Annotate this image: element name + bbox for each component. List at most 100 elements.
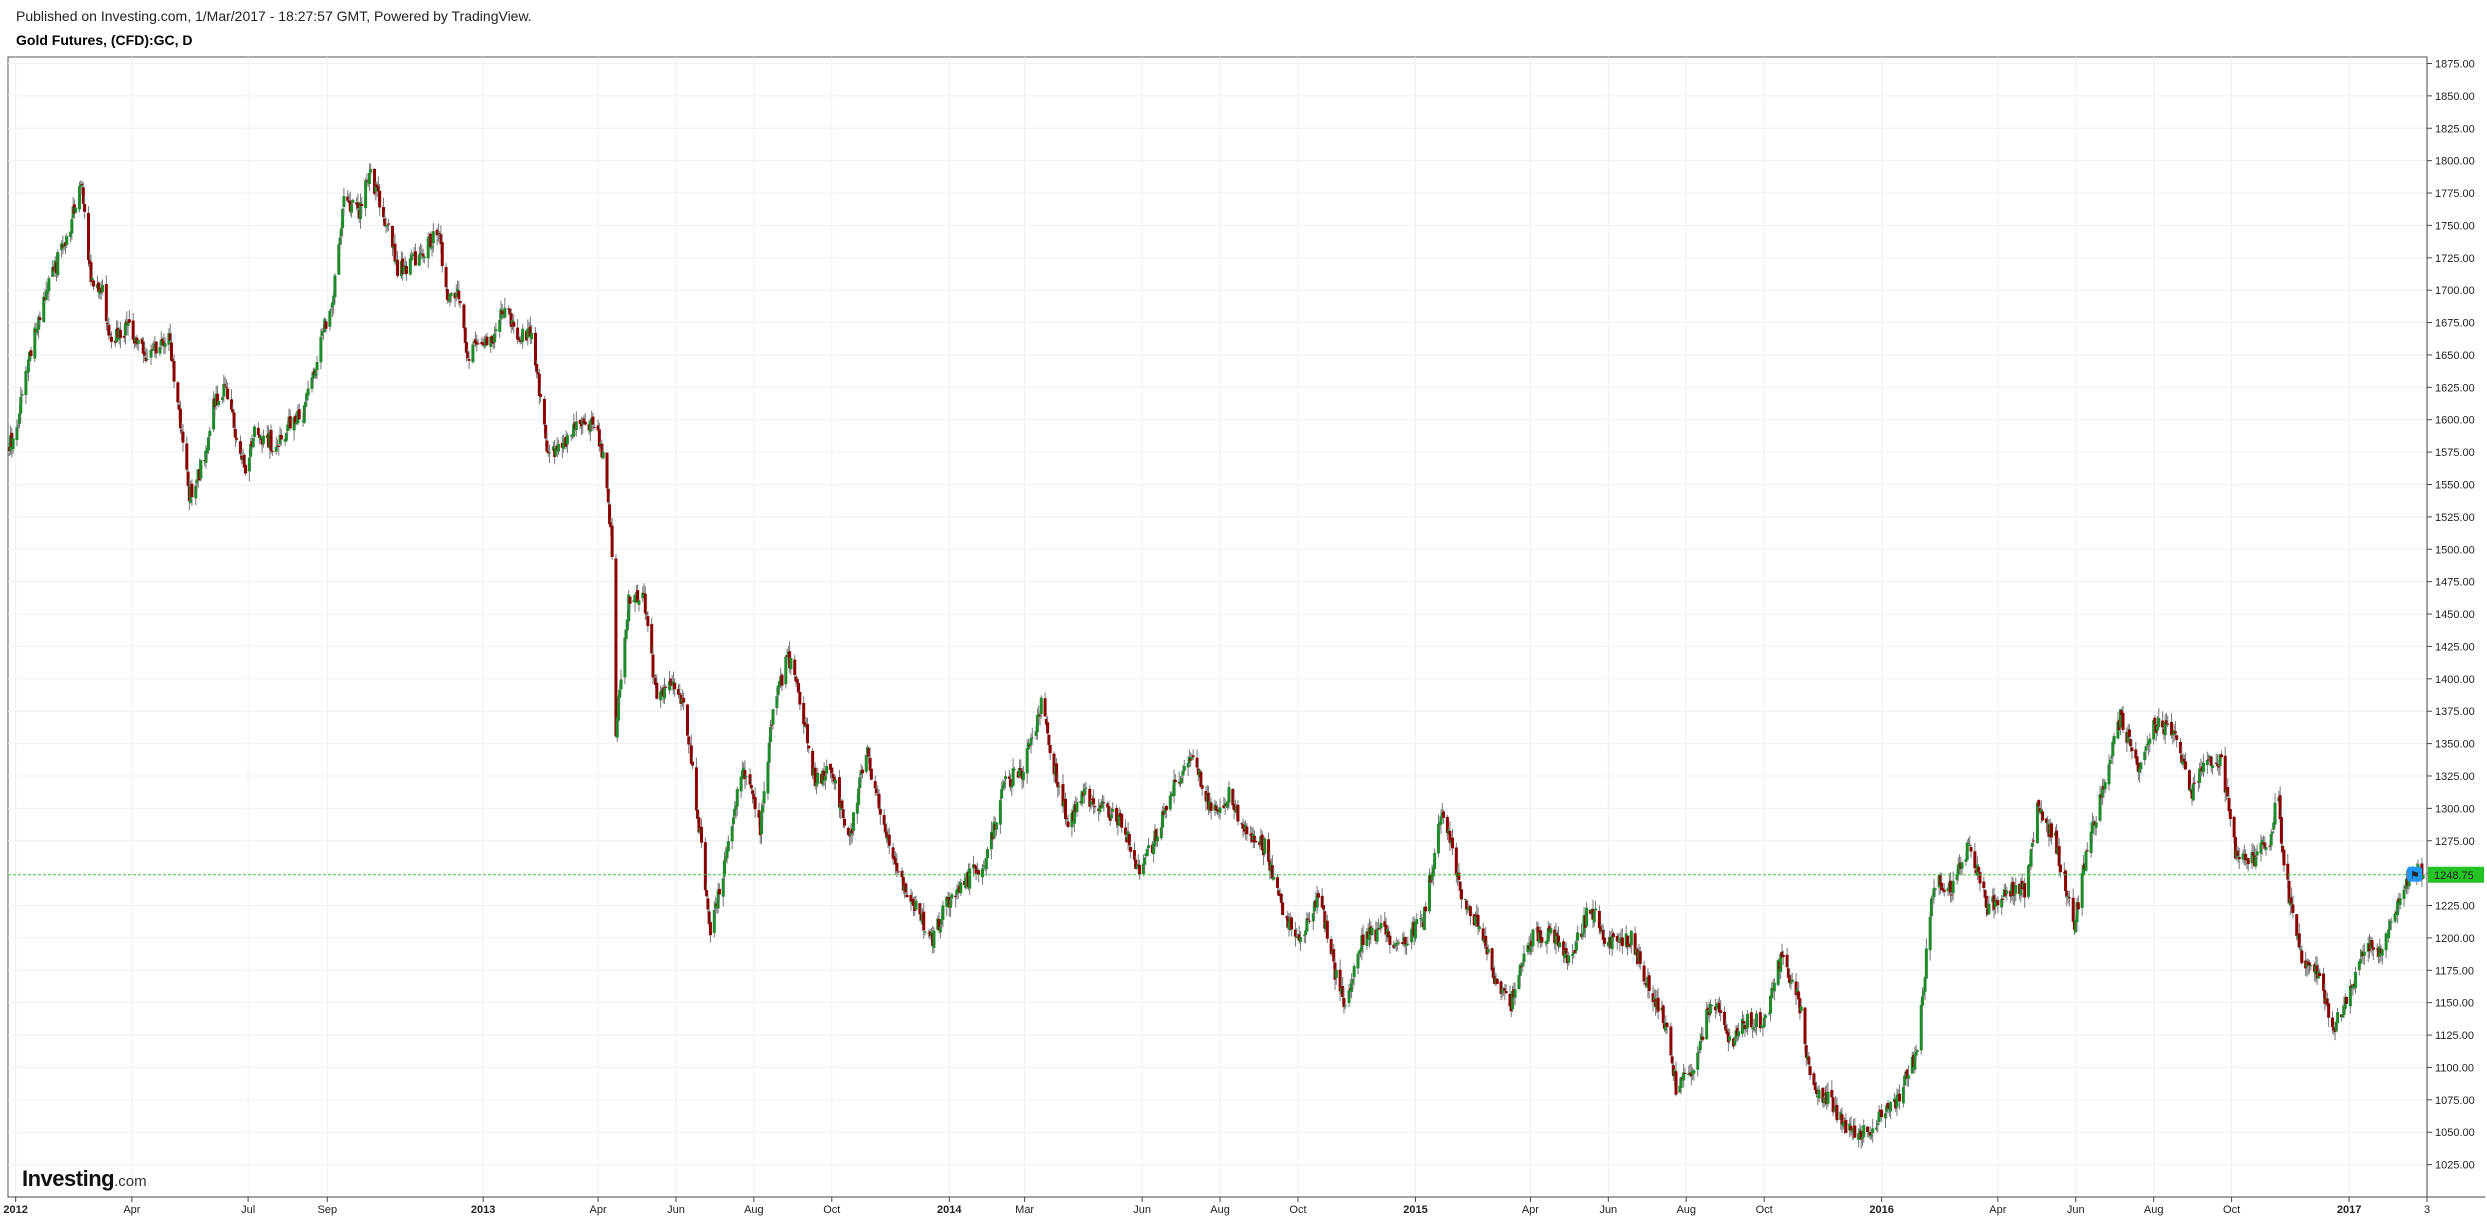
candle-up	[1746, 1013, 1750, 1029]
candle-up	[2191, 783, 2195, 801]
candle-down	[707, 911, 711, 924]
investing-logo[interactable]: Investing.com	[22, 1166, 147, 1192]
candle-up	[1098, 805, 1102, 813]
candle-down	[867, 748, 871, 757]
candle-up	[2075, 902, 2079, 923]
candle-up	[1968, 845, 1972, 847]
candle-up	[1405, 943, 1409, 946]
candle-down	[2050, 823, 2054, 838]
candle-down	[1316, 893, 1320, 898]
candle-down	[2263, 842, 2267, 849]
candle-down	[2281, 846, 2285, 852]
symbol-title[interactable]: Gold Futures, (CFD):GC, D	[16, 32, 193, 48]
candle-up	[2144, 746, 2148, 751]
candle-up	[56, 252, 60, 276]
candle-down	[1048, 744, 1052, 754]
candle-up	[1678, 1085, 1682, 1093]
candle-up	[1549, 928, 1553, 934]
candle-up	[1393, 943, 1397, 947]
candle-up	[374, 186, 378, 192]
candle-down	[645, 612, 649, 615]
time-axis[interactable]: 2012 Apr Jul Sep 2013 Apr Jun Aug Oct 2014 Mar Jun A…	[3, 1196, 2485, 1216]
candle-down	[127, 319, 131, 323]
candle-up	[35, 328, 39, 334]
candle-down	[141, 341, 145, 354]
last-price-label-bg	[2428, 866, 2484, 883]
candle-down	[1886, 1102, 1890, 1109]
candle-up	[15, 426, 19, 440]
candle-down	[703, 842, 707, 891]
candle-down	[652, 675, 656, 677]
candle-up	[1311, 913, 1315, 922]
candle-up	[1692, 1070, 1696, 1074]
candle-down	[106, 323, 110, 325]
candle-down	[270, 450, 274, 452]
candle-up	[1710, 1004, 1714, 1006]
candle-down	[892, 855, 896, 860]
candle-down	[457, 290, 461, 300]
candle-down	[1307, 920, 1311, 922]
candle-down	[877, 793, 881, 809]
candle-up	[1617, 939, 1621, 941]
candle-up	[247, 457, 251, 472]
candle-down	[88, 259, 92, 265]
marker-glyph: ⚑	[2410, 870, 2420, 882]
candle-up	[2101, 788, 2105, 798]
candle-up	[1698, 1041, 1702, 1051]
candle-down	[2187, 770, 2191, 791]
candle-up	[1822, 1097, 1826, 1104]
candle-down	[1484, 935, 1488, 947]
candle-up	[2089, 831, 2093, 853]
candle-up	[1089, 801, 1093, 805]
candle-down	[467, 359, 471, 361]
candle-up	[1932, 888, 1936, 898]
candle-down	[614, 558, 618, 737]
candle-down	[1342, 998, 1346, 1008]
candle-down	[1468, 906, 1472, 917]
candle-down	[2182, 758, 2186, 762]
candle-down	[2127, 729, 2131, 737]
candle-up	[766, 762, 770, 794]
candle-up	[1159, 827, 1163, 839]
candle-up	[521, 328, 525, 342]
candle-up	[723, 860, 727, 877]
candle-up	[2254, 856, 2258, 867]
candle-up	[51, 267, 55, 277]
candle-up	[1021, 772, 1025, 781]
candle-down	[387, 223, 391, 225]
candle-down	[536, 372, 540, 375]
candle-down	[1670, 1056, 1674, 1064]
candle-down	[2120, 710, 2124, 716]
candle-up	[641, 592, 645, 599]
candle-down	[873, 781, 877, 789]
candle-down	[1457, 872, 1461, 880]
candle-up	[1433, 852, 1437, 870]
candle-down	[2041, 811, 2045, 821]
candle-down	[230, 399, 234, 410]
candle-up	[1177, 781, 1181, 784]
candle-up	[1000, 789, 1004, 799]
candle-up	[569, 435, 573, 437]
candle-down	[1424, 906, 1428, 912]
candle-down	[1173, 779, 1177, 782]
candle-up	[1876, 1123, 1880, 1126]
x-tick-label: Jun	[667, 1204, 685, 1216]
candle-up	[734, 805, 738, 810]
candle-up	[1922, 990, 1926, 996]
candle-up	[158, 346, 162, 354]
candle-up	[2341, 1014, 2345, 1018]
candle-up	[823, 775, 827, 781]
candle-down	[1231, 789, 1235, 806]
candle-up	[721, 878, 725, 897]
grid-lines	[8, 57, 2428, 1197]
candle-up	[984, 858, 988, 870]
candle-down	[2001, 898, 2005, 900]
candle-down	[977, 870, 981, 875]
candle-down	[1798, 998, 1802, 1014]
candle-up	[2309, 965, 2313, 967]
candle-up	[2380, 949, 2384, 956]
flag-marker-icon[interactable]: ⚑	[2407, 866, 2422, 882]
candle-down	[223, 384, 227, 386]
price-axis[interactable]: 1025.00 1050.00 1075.00 1100.00 1125.00 1150.…	[2426, 57, 2475, 1197]
